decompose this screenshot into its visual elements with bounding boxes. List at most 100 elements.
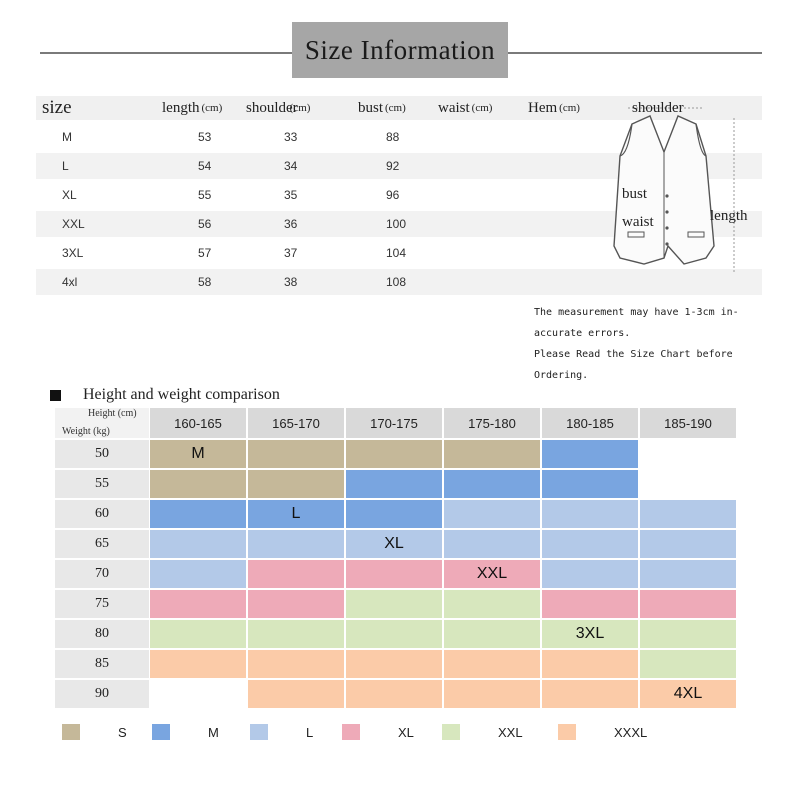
cell-length: 54 <box>198 159 212 173</box>
header-waist-label: waist <box>438 99 470 116</box>
height-column-header: 185-190 <box>640 408 736 438</box>
size-cell <box>542 620 638 648</box>
size-cell <box>248 680 344 708</box>
size-region-label: XXL <box>476 565 508 582</box>
size-cell <box>542 470 638 498</box>
legend-swatch <box>152 724 170 740</box>
cell-shoulder: 33 <box>284 130 298 144</box>
cell-shoulder: 34 <box>284 159 298 173</box>
size-cell <box>542 680 638 708</box>
weight-row-header: 85 <box>55 650 149 678</box>
cell-bust: 104 <box>386 246 407 260</box>
size-cell <box>150 620 246 648</box>
height-column-header: 160-165 <box>150 408 246 438</box>
weight-row-header: 80 <box>55 620 149 648</box>
weight-row-header: 65 <box>55 530 149 558</box>
legend-swatch <box>250 724 268 740</box>
grid-corner <box>55 408 149 438</box>
size-cell <box>444 530 540 558</box>
size-region-label: L <box>291 505 301 522</box>
cell-size: M <box>62 130 72 144</box>
size-cell <box>640 590 736 618</box>
size-cell <box>640 560 736 588</box>
legend-label: M <box>208 724 219 740</box>
size-cell <box>542 530 638 558</box>
header-bust-unit: (cm) <box>385 102 406 114</box>
size-cell <box>640 620 736 648</box>
size-cell <box>150 500 246 528</box>
size-cell <box>150 440 246 468</box>
weight-row-header: 70 <box>55 560 149 588</box>
cell-length: 55 <box>198 188 212 202</box>
height-column-header: 180-185 <box>542 408 638 438</box>
size-cell <box>150 560 246 588</box>
height-axis-label: Height (cm) <box>88 408 137 419</box>
header-shoulder-label: shoulder <box>246 99 298 116</box>
size-cell <box>542 590 638 618</box>
size-cell <box>444 620 540 648</box>
cell-bust: 96 <box>386 188 400 202</box>
header-shoulder-unit: (cm) <box>289 102 311 114</box>
size-cell <box>248 650 344 678</box>
size-cell <box>150 590 246 618</box>
cell-bust: 88 <box>386 130 400 144</box>
header-length-label: length <box>162 99 200 116</box>
size-cell <box>542 440 638 468</box>
size-cell <box>248 470 344 498</box>
size-cell <box>640 650 736 678</box>
height-column-header: 170-175 <box>346 408 442 438</box>
header-waist: waist (cm) <box>438 96 492 120</box>
size-cell <box>248 530 344 558</box>
cell-size: XL <box>62 188 77 202</box>
vest-outline-icon <box>613 107 735 274</box>
weight-axis-label: Weight (kg) <box>62 426 110 437</box>
size-region-label: 4XL <box>673 685 703 702</box>
size-cell <box>248 620 344 648</box>
height-column-header: 165-170 <box>248 408 344 438</box>
measurement-note: The measurement may have 1-3cm in- accur… <box>534 302 774 386</box>
size-cell <box>150 470 246 498</box>
vest-diagram: shoulder bust waist length <box>610 96 770 286</box>
size-cell <box>444 470 540 498</box>
header-waist-unit: (cm) <box>471 102 493 114</box>
cell-bust: 108 <box>386 275 407 289</box>
weight-row-header: 75 <box>55 590 149 618</box>
comparison-title: Height and weight comparison <box>50 386 280 404</box>
note-line: Ordering. <box>534 370 589 381</box>
size-cell <box>346 590 442 618</box>
cell-shoulder: 35 <box>284 188 298 202</box>
bullet-square-icon <box>50 389 61 401</box>
header-bust: bust (cm) <box>358 96 406 120</box>
note-line: accurate errors. <box>534 328 631 339</box>
size-cell <box>542 500 638 528</box>
table-row: 3XL 57 37 104 <box>36 240 762 266</box>
header-size: size <box>42 96 72 120</box>
legend-label: S <box>118 724 127 740</box>
header-bust-label: bust <box>358 99 384 116</box>
size-cell <box>150 530 246 558</box>
size-cell <box>248 500 344 528</box>
cell-length: 57 <box>198 246 212 260</box>
legend-label: L <box>306 724 314 740</box>
size-cell <box>444 440 540 468</box>
legend-swatch <box>342 724 360 740</box>
cell-shoulder: 37 <box>284 246 298 260</box>
cell-length: 56 <box>198 217 212 231</box>
note-line: The measurement may have 1-3cm in- <box>534 307 739 318</box>
size-cell <box>542 560 638 588</box>
size-cell <box>542 650 638 678</box>
cell-size: 4xl <box>62 275 78 289</box>
size-cell <box>444 590 540 618</box>
cell-bust: 92 <box>386 159 400 173</box>
weight-row-header: 60 <box>55 500 149 528</box>
banner-rule-right <box>508 52 762 54</box>
size-cell <box>346 500 442 528</box>
size-region-label: 3XL <box>575 625 605 642</box>
height-column-header: 175-180 <box>444 408 540 438</box>
header-length: length (cm) <box>162 96 222 120</box>
cell-length: 58 <box>198 275 212 289</box>
weight-row-header: 90 <box>55 680 149 708</box>
legend-swatch <box>558 724 576 740</box>
size-cell <box>346 620 442 648</box>
size-cell <box>346 440 442 468</box>
